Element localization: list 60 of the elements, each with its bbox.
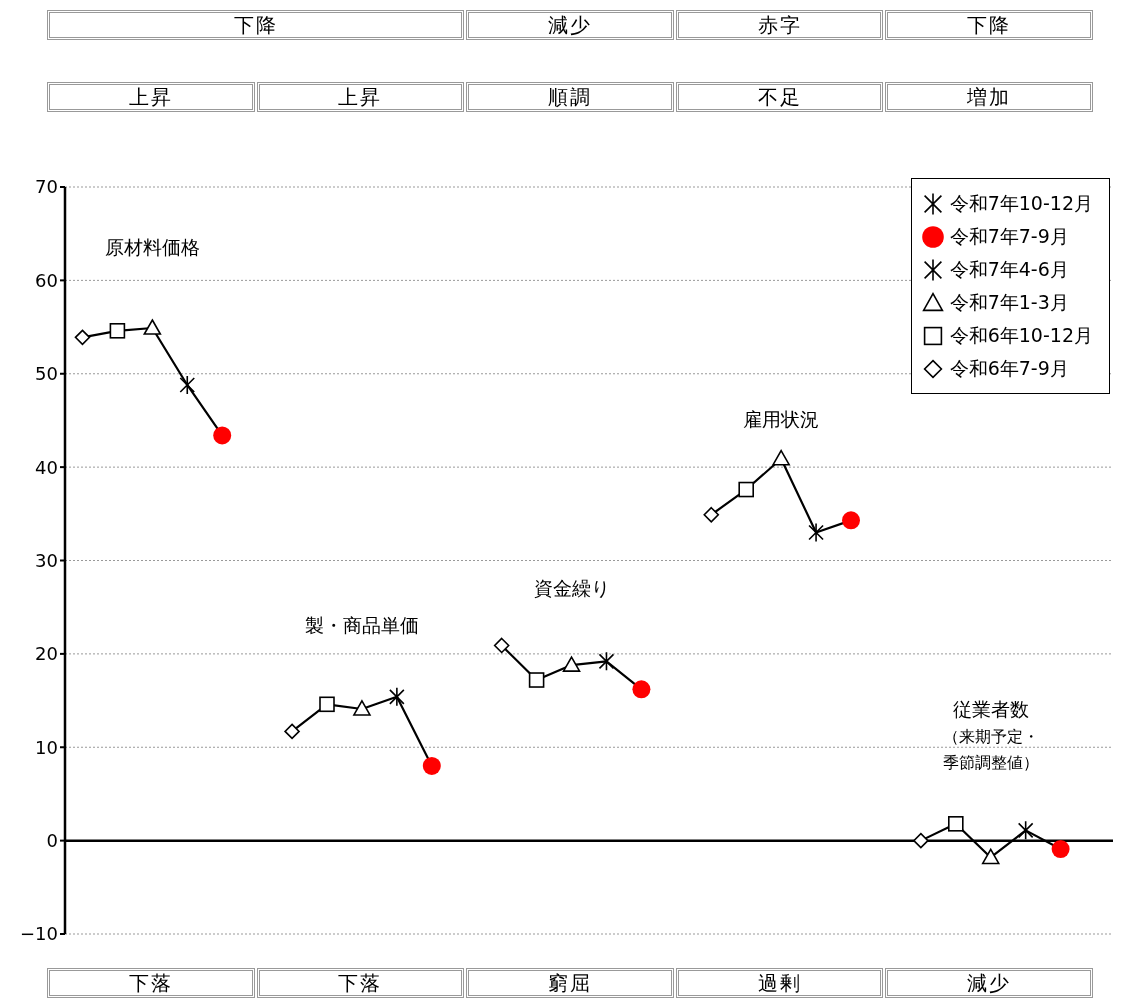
annotation: 製・商品単価 bbox=[303, 612, 420, 638]
point bbox=[528, 672, 545, 688]
point bbox=[772, 449, 790, 466]
annotation: 原材料価格 bbox=[103, 234, 201, 260]
point bbox=[422, 756, 441, 775]
y-tick-label: 40 bbox=[35, 456, 58, 478]
text: 上昇 bbox=[47, 82, 255, 112]
text: 赤字 bbox=[675, 10, 884, 40]
annotation: 雇用状況 bbox=[742, 407, 821, 433]
point bbox=[562, 656, 581, 672]
point bbox=[179, 375, 196, 395]
y-tick-label: −10 bbox=[20, 923, 58, 945]
point bbox=[213, 426, 232, 445]
text: 順調 bbox=[466, 82, 674, 112]
legend-label: 令和7年4-6月 bbox=[949, 256, 1069, 282]
annotation: （来期予定・季節調整値） bbox=[941, 725, 1040, 774]
point bbox=[598, 651, 615, 672]
point bbox=[319, 696, 335, 713]
point bbox=[284, 723, 300, 740]
point bbox=[703, 506, 720, 523]
text: 増加 bbox=[885, 82, 1093, 112]
point bbox=[913, 832, 929, 849]
y-tick-label: 60 bbox=[35, 269, 58, 291]
legend-label: 令和6年10-12月 bbox=[949, 322, 1093, 348]
text: 減少 bbox=[466, 10, 674, 40]
y-tick-label: 70 bbox=[35, 176, 58, 198]
point bbox=[493, 637, 510, 654]
text: 下落 bbox=[47, 968, 255, 998]
text: 下降 bbox=[47, 10, 465, 40]
legend-label: 令和7年1-3月 bbox=[949, 289, 1069, 315]
text: 上昇 bbox=[256, 82, 465, 112]
point bbox=[389, 687, 405, 707]
text: 下落 bbox=[256, 968, 465, 998]
y-tick-label: 50 bbox=[35, 363, 58, 385]
y-tick-label: 20 bbox=[35, 643, 58, 665]
point bbox=[1051, 840, 1070, 859]
text: 過剰 bbox=[675, 968, 884, 998]
text: 窮屈 bbox=[466, 968, 674, 998]
legend-label: 令和7年7-9月 bbox=[949, 223, 1069, 249]
y-tick-label: 0 bbox=[46, 830, 58, 852]
point bbox=[143, 319, 162, 335]
point bbox=[808, 522, 824, 543]
point bbox=[353, 700, 371, 716]
point bbox=[632, 680, 651, 699]
point bbox=[948, 816, 964, 832]
point bbox=[109, 323, 126, 339]
text: 下降 bbox=[885, 10, 1093, 40]
y-tick-label: 30 bbox=[35, 549, 58, 571]
text: 減少 bbox=[885, 968, 1093, 998]
annotation: 従業者数 bbox=[951, 696, 1030, 722]
annotation: 資金繰り bbox=[532, 575, 611, 601]
legend-label: 令和6年7-9月 bbox=[949, 355, 1069, 381]
text: 不足 bbox=[675, 82, 884, 112]
point bbox=[981, 848, 1000, 865]
legend-label: 令和7年10-12月 bbox=[949, 190, 1093, 216]
point bbox=[738, 481, 754, 498]
y-tick-label: 10 bbox=[35, 736, 58, 758]
point bbox=[842, 511, 860, 530]
point bbox=[74, 329, 91, 346]
point bbox=[1017, 820, 1034, 841]
